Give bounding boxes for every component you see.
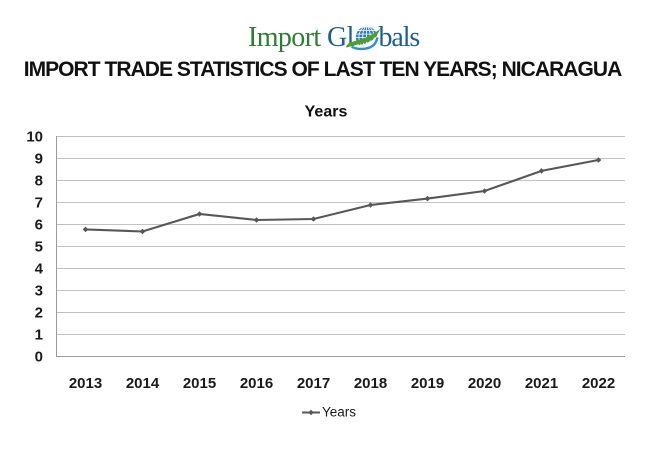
svg-text:Years: Years: [305, 104, 348, 121]
svg-text:2013: 2013: [69, 375, 102, 392]
svg-text:3: 3: [35, 283, 43, 300]
svg-text:10: 10: [26, 129, 43, 146]
svg-text:5: 5: [35, 239, 43, 256]
svg-text:2017: 2017: [297, 375, 330, 392]
svg-text:2: 2: [35, 305, 43, 322]
svg-text:2019: 2019: [411, 375, 444, 392]
svg-text:8: 8: [35, 173, 43, 190]
svg-text:2018: 2018: [354, 375, 387, 392]
svg-text:2015: 2015: [183, 375, 216, 392]
svg-text:2016: 2016: [240, 375, 273, 392]
svg-text:1: 1: [35, 327, 43, 344]
svg-text:6: 6: [35, 217, 43, 234]
svg-text:0: 0: [35, 349, 43, 366]
svg-text:7: 7: [35, 195, 43, 212]
svg-text:2014: 2014: [126, 375, 160, 392]
svg-text:2022: 2022: [582, 375, 615, 392]
svg-text:2021: 2021: [525, 375, 558, 392]
svg-text:2020: 2020: [468, 375, 501, 392]
svg-text:4: 4: [35, 261, 44, 278]
svg-text:Years: Years: [322, 405, 356, 420]
svg-text:9: 9: [35, 151, 43, 168]
